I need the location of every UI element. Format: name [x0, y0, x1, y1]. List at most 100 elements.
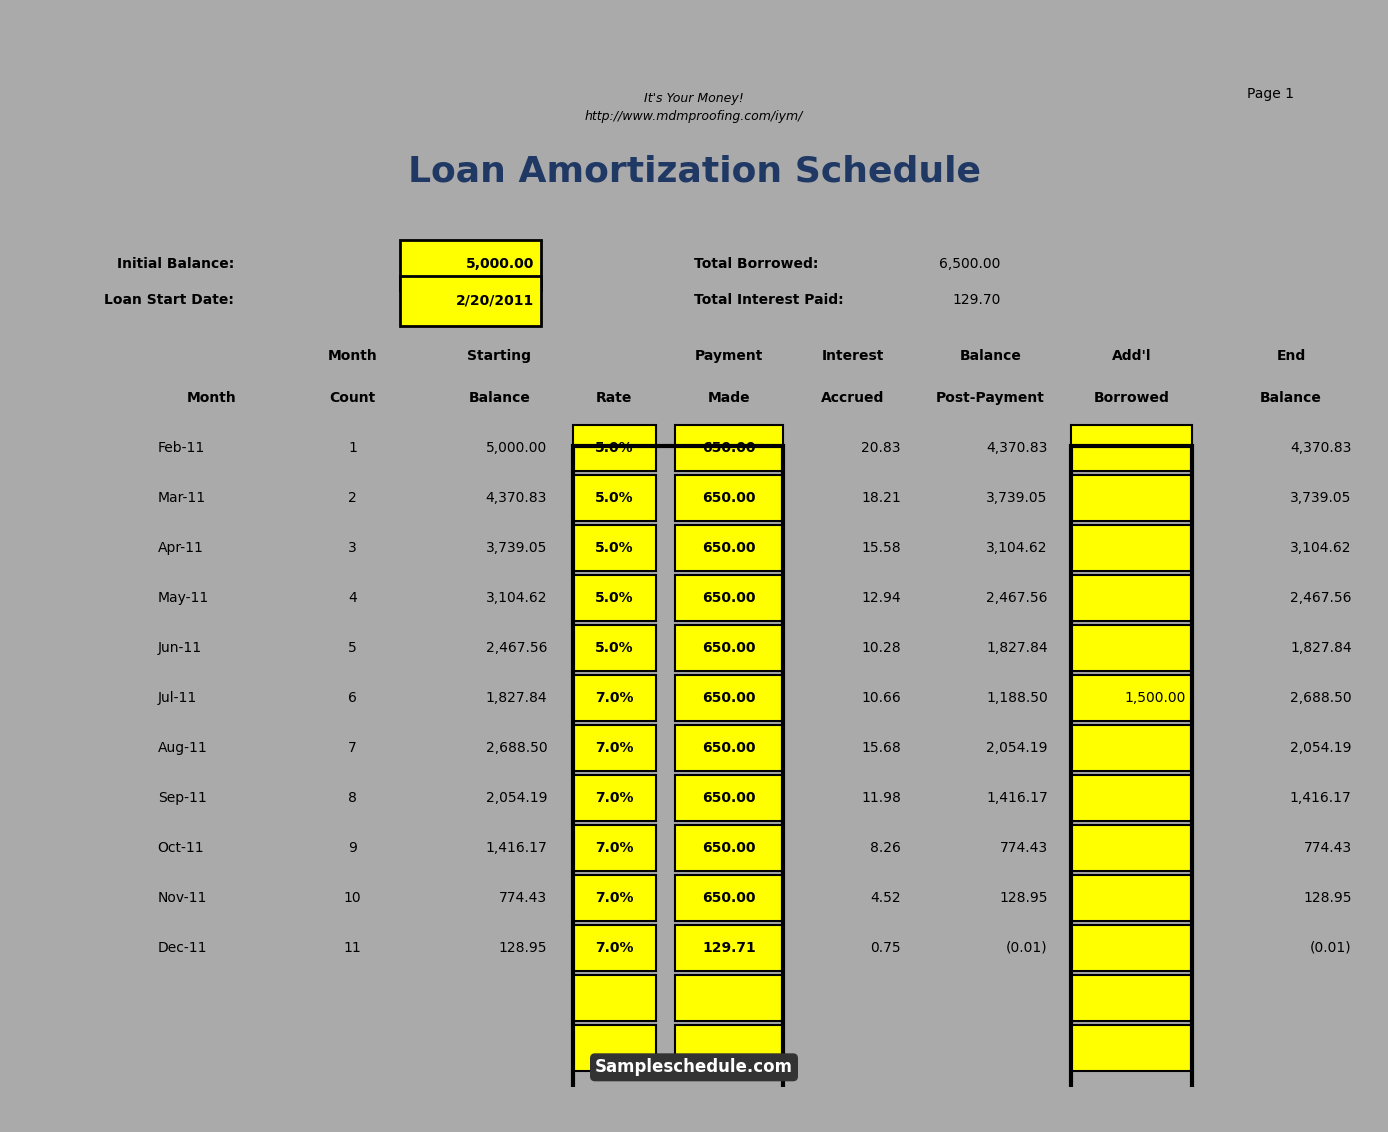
FancyBboxPatch shape — [573, 825, 655, 871]
Text: Balance: Balance — [468, 392, 530, 405]
Text: 8: 8 — [348, 791, 357, 805]
FancyBboxPatch shape — [400, 240, 541, 290]
Text: 6,500.00: 6,500.00 — [940, 257, 1001, 271]
FancyBboxPatch shape — [675, 775, 783, 821]
FancyBboxPatch shape — [1070, 675, 1192, 721]
Text: 5.0%: 5.0% — [595, 440, 633, 455]
Text: Nov-11: Nov-11 — [158, 891, 207, 904]
Text: 650.00: 650.00 — [702, 691, 756, 705]
FancyBboxPatch shape — [675, 724, 783, 771]
FancyBboxPatch shape — [1070, 424, 1192, 471]
FancyBboxPatch shape — [675, 575, 783, 620]
Text: 3,104.62: 3,104.62 — [987, 541, 1048, 555]
Text: Sep-11: Sep-11 — [158, 791, 207, 805]
Text: 129.71: 129.71 — [702, 941, 756, 954]
Text: End: End — [1277, 349, 1306, 363]
Text: 5,000.00: 5,000.00 — [486, 440, 547, 455]
Text: 2,467.56: 2,467.56 — [1289, 591, 1352, 604]
FancyBboxPatch shape — [1070, 925, 1192, 971]
Text: 7.0%: 7.0% — [595, 740, 633, 755]
Text: 1,416.17: 1,416.17 — [985, 791, 1048, 805]
FancyBboxPatch shape — [675, 1024, 783, 1071]
Text: 7.0%: 7.0% — [595, 841, 633, 855]
FancyBboxPatch shape — [573, 1024, 655, 1071]
Text: Balance: Balance — [959, 349, 1022, 363]
Text: 4.52: 4.52 — [870, 891, 901, 904]
Text: 5.0%: 5.0% — [595, 591, 633, 604]
Text: 15.68: 15.68 — [861, 740, 901, 755]
Text: Dec-11: Dec-11 — [158, 941, 207, 954]
FancyBboxPatch shape — [573, 925, 655, 971]
Text: Rate: Rate — [595, 392, 633, 405]
Text: 7.0%: 7.0% — [595, 691, 633, 705]
Text: 128.95: 128.95 — [498, 941, 547, 954]
FancyBboxPatch shape — [573, 875, 655, 920]
Text: 1,827.84: 1,827.84 — [985, 641, 1048, 654]
Text: 650.00: 650.00 — [702, 740, 756, 755]
Text: Accrued: Accrued — [822, 392, 884, 405]
FancyBboxPatch shape — [675, 975, 783, 1021]
Text: 5.0%: 5.0% — [595, 491, 633, 505]
Text: 650.00: 650.00 — [702, 541, 756, 555]
Text: 774.43: 774.43 — [1303, 841, 1352, 855]
Text: 2: 2 — [348, 491, 357, 505]
FancyBboxPatch shape — [675, 925, 783, 971]
Text: Jul-11: Jul-11 — [158, 691, 197, 705]
FancyBboxPatch shape — [1070, 825, 1192, 871]
Text: 128.95: 128.95 — [999, 891, 1048, 904]
Text: 0.75: 0.75 — [870, 941, 901, 954]
Text: Interest: Interest — [822, 349, 884, 363]
Text: 4: 4 — [348, 591, 357, 604]
FancyBboxPatch shape — [573, 424, 655, 471]
Text: 5,000.00: 5,000.00 — [466, 257, 534, 271]
FancyBboxPatch shape — [573, 525, 655, 571]
FancyBboxPatch shape — [573, 775, 655, 821]
Text: 20.83: 20.83 — [862, 440, 901, 455]
Text: 10.66: 10.66 — [861, 691, 901, 705]
Text: 2,054.19: 2,054.19 — [1289, 740, 1352, 755]
Text: May-11: May-11 — [158, 591, 210, 604]
FancyBboxPatch shape — [675, 525, 783, 571]
Text: 10: 10 — [344, 891, 361, 904]
Text: 3,104.62: 3,104.62 — [1289, 541, 1352, 555]
Text: 3,739.05: 3,739.05 — [987, 491, 1048, 505]
Text: 774.43: 774.43 — [500, 891, 547, 904]
Text: 2,054.19: 2,054.19 — [987, 740, 1048, 755]
FancyBboxPatch shape — [573, 675, 655, 721]
Text: Balance: Balance — [1260, 392, 1321, 405]
FancyBboxPatch shape — [1070, 475, 1192, 521]
FancyBboxPatch shape — [1070, 775, 1192, 821]
Text: Month: Month — [187, 392, 237, 405]
Text: 4,370.83: 4,370.83 — [987, 440, 1048, 455]
Text: 650.00: 650.00 — [702, 891, 756, 904]
Text: 3,739.05: 3,739.05 — [486, 541, 547, 555]
Text: Mar-11: Mar-11 — [158, 491, 205, 505]
FancyBboxPatch shape — [1070, 1024, 1192, 1071]
FancyBboxPatch shape — [675, 675, 783, 721]
Text: 3: 3 — [348, 541, 357, 555]
Text: It's Your Money!: It's Your Money! — [644, 92, 744, 105]
FancyBboxPatch shape — [675, 475, 783, 521]
Text: 1,827.84: 1,827.84 — [1289, 641, 1352, 654]
Text: Month: Month — [328, 349, 378, 363]
Text: 10.28: 10.28 — [861, 641, 901, 654]
Text: 129.70: 129.70 — [952, 293, 1001, 308]
Text: 12.94: 12.94 — [861, 591, 901, 604]
FancyBboxPatch shape — [1070, 625, 1192, 671]
Text: Feb-11: Feb-11 — [158, 440, 205, 455]
FancyBboxPatch shape — [1070, 525, 1192, 571]
FancyBboxPatch shape — [675, 825, 783, 871]
Text: 5: 5 — [348, 641, 357, 654]
Text: 2,688.50: 2,688.50 — [1289, 691, 1352, 705]
Text: http://www.mdmproofing.com/iym/: http://www.mdmproofing.com/iym/ — [584, 110, 804, 123]
FancyBboxPatch shape — [573, 475, 655, 521]
Text: 650.00: 650.00 — [702, 841, 756, 855]
Text: Total Interest Paid:: Total Interest Paid: — [694, 293, 844, 308]
FancyBboxPatch shape — [573, 625, 655, 671]
Text: 1,416.17: 1,416.17 — [1289, 791, 1352, 805]
FancyBboxPatch shape — [1070, 875, 1192, 920]
Text: (0.01): (0.01) — [1006, 941, 1048, 954]
Text: 9: 9 — [348, 841, 357, 855]
Text: 4,370.83: 4,370.83 — [486, 491, 547, 505]
Text: 2,467.56: 2,467.56 — [486, 641, 547, 654]
